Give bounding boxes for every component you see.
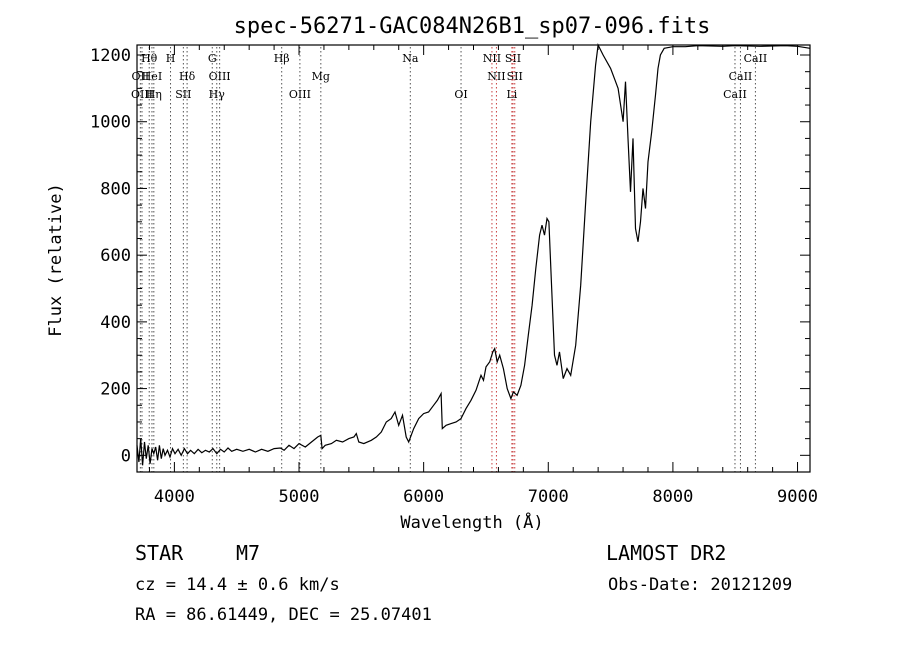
emission-line-label: NII (487, 70, 505, 83)
emission-line-label: CaII (744, 52, 768, 65)
emission-line-label: Hβ (274, 52, 290, 65)
y-tick-label: 200 (100, 380, 131, 400)
y-tick-label: 0 (121, 446, 131, 466)
emission-line-label: CaII (723, 88, 747, 101)
y-tick-label: 1200 (90, 46, 131, 66)
redshift-cz: cz = 14.4 ± 0.6 km/s (135, 575, 340, 595)
emission-line-label: G (208, 52, 217, 65)
emission-line-label: OII (132, 70, 150, 83)
emission-line-label: OIII (289, 88, 311, 101)
y-tick-label: 800 (100, 179, 131, 199)
y-tick-label: 1000 (90, 113, 131, 133)
ra-dec: RA = 86.61449, DEC = 25.07401 (135, 605, 432, 625)
x-tick-label: 4000 (154, 487, 195, 507)
x-axis-label: Wavelength (Å) (400, 511, 543, 533)
spectrum-line (136, 42, 811, 466)
x-axis-ticks: 4000 5000 6000 7000 8000 9000 (148, 45, 818, 507)
emission-line-label: SII (507, 70, 523, 83)
object-class: STAR (135, 541, 184, 565)
y-tick-label: 400 (100, 313, 131, 333)
x-tick-label: 7000 (528, 487, 569, 507)
emission-line-label: SII (505, 52, 521, 65)
y-axis-label: Flux (relative) (46, 183, 66, 337)
observation-date: Obs-Date: 20121209 (608, 575, 792, 595)
x-tick-label: 5000 (279, 487, 320, 507)
emission-line-label: HeI (142, 70, 162, 83)
emission-line-label: Hθ (141, 52, 158, 65)
object-subclass: M7 (236, 541, 260, 565)
emission-line-label: Hγ (209, 88, 226, 101)
emission-line-label: Li (506, 88, 517, 101)
emission-line-label: Hη (146, 88, 162, 101)
emission-line-label: H (166, 52, 176, 65)
plot-frame (136, 44, 811, 473)
x-tick-label: 6000 (403, 487, 444, 507)
emission-line-label: SII (175, 88, 191, 101)
emission-line-label: OIII (209, 70, 231, 83)
emission-line-markers: HθOIIOIIIHeIHηHHδSIIGOIIIHγHβMgOIIINaOIN… (131, 47, 767, 472)
emission-line-label: OI (454, 88, 467, 101)
y-tick-label: 600 (100, 246, 131, 266)
y-axis-ticks: 0 200 400 600 800 1000 1200 (90, 46, 810, 473)
x-tick-label: 8000 (652, 487, 693, 507)
emission-line-label: Hδ (179, 70, 196, 83)
chart-title: spec-56271-GAC084N26B1_sp07-096.fits (234, 14, 711, 39)
emission-line-label: Na (402, 52, 419, 65)
emission-line-label: NII (483, 52, 501, 65)
emission-line-label: Mg (312, 70, 330, 83)
survey-name: LAMOST DR2 (606, 541, 726, 565)
x-tick-label: 9000 (777, 487, 818, 507)
emission-line-label: CaII (729, 70, 753, 83)
